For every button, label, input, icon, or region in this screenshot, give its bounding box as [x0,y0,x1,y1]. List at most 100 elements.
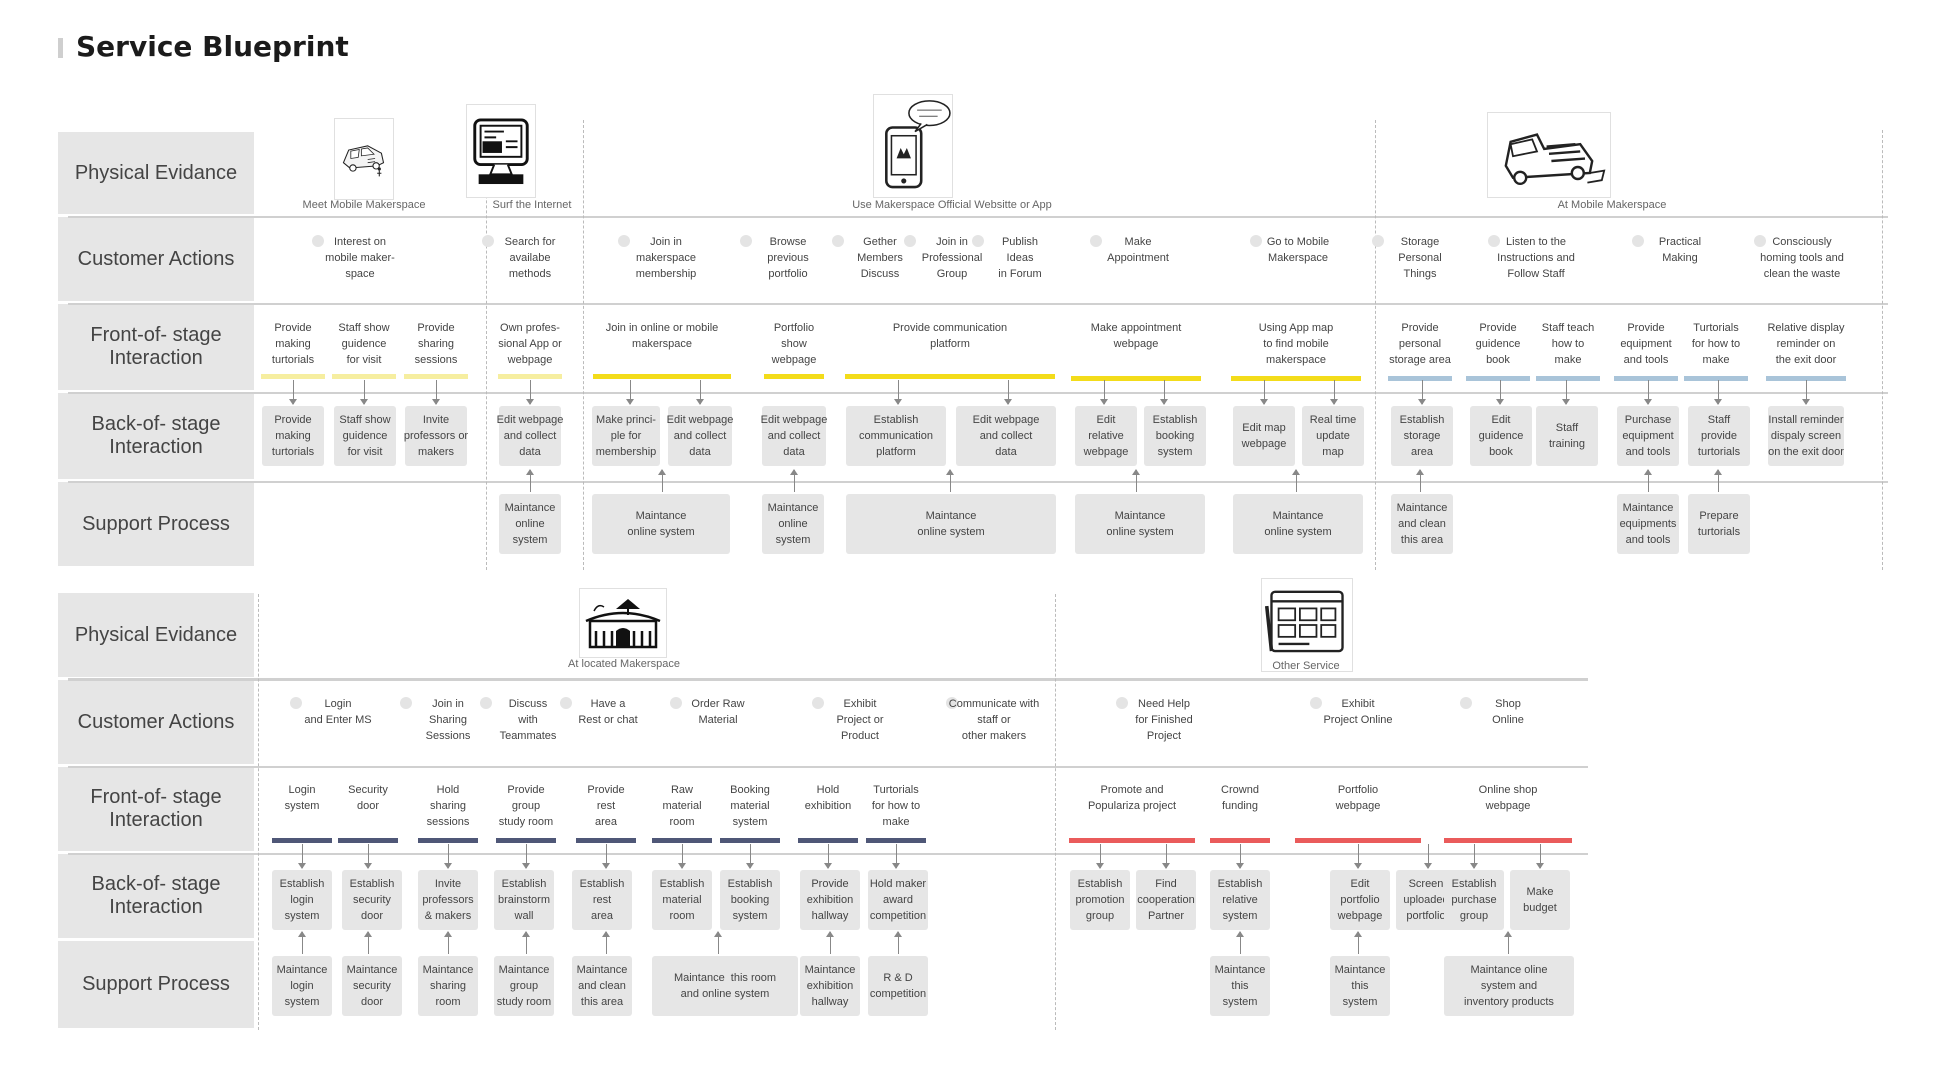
front-stage-item: Hold exhibition [804,784,852,812]
flow-arrow [1292,469,1300,492]
customer-action-dot [740,235,752,247]
front-stage-bar [1069,838,1195,843]
phase-divider [1375,120,1376,570]
lane-divider [68,392,1888,394]
front-stage-bar [272,838,332,843]
flow-arrow [602,931,610,954]
support-process-box: Maintance login system [272,956,332,1016]
customer-action-dot [972,235,984,247]
flow-arrow [1562,380,1570,405]
back-stage-box: Establish material room [652,870,712,930]
lane-label-customer-actions: Customer Actions [58,217,254,301]
customer-action-dot [1310,697,1322,709]
customer-action-dot [1632,235,1644,247]
back-stage-box: Edit webpage and collect data [761,406,827,466]
front-stage-item: Using App map to find mobile makerspace [1258,322,1334,366]
support-process-box: Maintance online system [499,494,561,554]
support-process-box: Maintance group study room [494,956,554,1016]
front-stage-item: Own profes- sional App or webpage [498,322,562,366]
lane-divider [68,678,1588,680]
title-accent-bar [58,38,63,58]
flow-arrow [1100,380,1108,405]
flow-arrow [1644,380,1652,405]
front-stage-bar [1071,376,1201,381]
back-stage-box: Edit webpage and collect data [497,406,563,466]
back-stage-box: Edit map webpage [1233,406,1295,466]
back-stage-box: Purchase equipment and tools [1617,406,1679,466]
customer-action: Discuss with Teammates [499,698,557,742]
front-stage-bar [496,838,556,843]
front-stage-item: Portfolio webpage [1335,784,1381,812]
customer-action-dot [482,235,494,247]
back-stage-box: Staff training [1536,406,1598,466]
customer-action: Have a Rest or chat [578,698,638,726]
lane-label-bottom-customer-actions: Customer Actions [58,680,254,764]
customer-action: Communicate with staff or other makers [948,698,1040,742]
front-stage-item: Provide guidence book [1475,322,1521,366]
lane-divider [68,303,1888,305]
front-stage-bar [1444,838,1572,843]
lane-divider [68,766,1588,768]
customer-action: Publish Ideas in Forum [998,236,1042,280]
front-stage-item: Relative display reminder on the exit do… [1767,322,1845,366]
evidence-caption: Use Makerspace Official Websitte or App [852,199,1052,211]
flow-arrow [790,469,798,492]
front-stage-bar [1614,376,1678,381]
flow-arrow [714,931,722,954]
lane-label-bottom-back-of-stage: Back-of- stage Interaction [58,854,254,938]
front-stage-bar [332,374,396,379]
back-stage-box: Establish login system [272,870,332,930]
flow-arrow [1714,469,1722,492]
front-stage-bar [338,838,398,843]
flow-arrow [522,844,530,869]
front-stage-bar [720,838,780,843]
customer-action-dot [904,235,916,247]
front-stage-bar [798,838,858,843]
back-stage-box: Make budget [1510,870,1570,930]
back-stage-box: Establish promotion group [1070,870,1130,930]
evidence-caption: Other Service [1272,660,1340,672]
flow-arrow [298,931,306,954]
back-stage-box: Provide exhibition hallway [800,870,860,930]
flow-arrow [1496,380,1504,405]
lane-divider [68,216,1888,218]
customer-action: Join in Professional Group [921,236,983,280]
flow-arrow [894,931,902,954]
flow-arrow [826,931,834,954]
customer-action: Order Raw Material [691,698,745,726]
flow-arrow [946,469,954,492]
flow-arrow [1470,844,1478,869]
flow-arrow [444,931,452,954]
flow-arrow [602,844,610,869]
lane-label-bottom-support-process: Support Process [58,941,254,1028]
front-stage-bar [261,374,325,379]
customer-action: Go to Mobile Makerspace [1266,236,1330,264]
customer-action: Exhibit Project or Product [836,698,884,742]
front-stage-item: Join in online or mobile makerspace [605,322,719,350]
back-stage-box: Edit webpage and collect data [667,406,733,466]
flow-arrow [1132,469,1140,492]
flow-arrow [432,380,440,405]
evidence-caption: At Mobile Makerspace [1557,199,1667,211]
customer-action-dot [618,235,630,247]
flow-arrow [1236,931,1244,954]
lane-label-bottom-front-of-stage: Front-of- stage Interaction [58,767,254,851]
front-stage-bar [418,838,478,843]
flow-arrow [289,380,297,405]
customer-action: Make Appointment [1107,236,1169,264]
back-stage-box: Edit webpage and collect data [956,406,1056,466]
evidence-caption: Meet Mobile Makerspace [302,199,426,211]
customer-action-dot [946,697,958,709]
back-stage-box: Invite professors & makers [418,870,478,930]
customer-action-dot [1116,697,1128,709]
flow-arrow [1644,469,1652,492]
front-stage-bar [764,374,824,379]
support-process-box: Maintance and clean this area [1391,494,1453,554]
front-stage-bar [1466,376,1530,381]
customer-action: Join in Sharing Sessions [425,698,471,742]
support-process-box: Maintance online system [846,494,1056,554]
flow-arrow [364,931,372,954]
front-stage-bar [404,374,468,379]
back-stage-box: Edit portfolio webpage [1330,870,1390,930]
flow-arrow [1424,844,1432,869]
